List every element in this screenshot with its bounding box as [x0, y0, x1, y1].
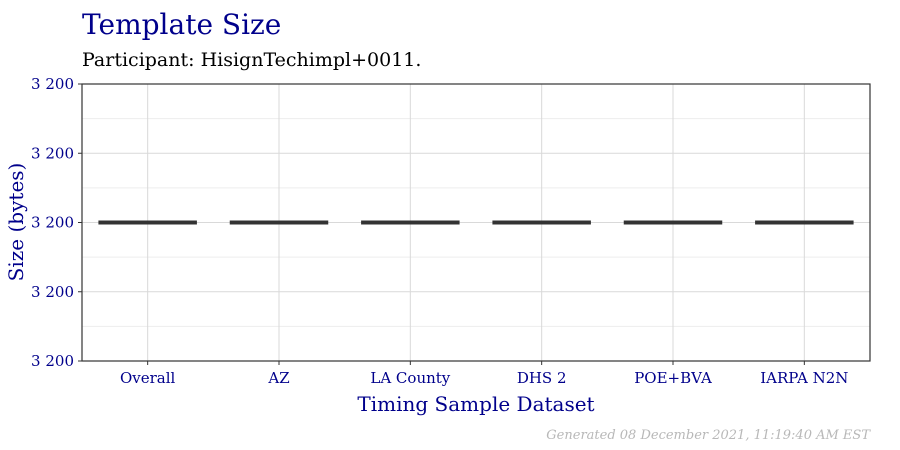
y-tick-label: 3 200 — [31, 75, 74, 93]
x-tick-label: DHS 2 — [517, 369, 567, 387]
x-tick-label: LA County — [370, 369, 450, 387]
x-tick-label: AZ — [267, 369, 289, 387]
chart-subtitle: Participant: HisignTechimpl+0011. — [82, 49, 421, 71]
y-tick-label: 3 200 — [31, 214, 74, 232]
grid — [82, 83, 870, 362]
y-axis-title: Size (bytes) — [4, 163, 28, 282]
x-tick-label: Overall — [120, 369, 176, 387]
x-axis-ticks: Overall AZ LA County DHS 2 POE+BVA IARPA N2N — [120, 361, 848, 387]
y-axis-ticks: 3 200 3 200 3 200 3 200 3 200 — [31, 75, 82, 370]
y-tick-label: 3 200 — [31, 144, 74, 162]
chart-title: Template Size — [82, 8, 281, 41]
x-tick-label: POE+BVA — [634, 369, 712, 387]
y-tick-label: 3 200 — [31, 283, 74, 301]
generated-caption: Generated 08 December 2021, 11:19:40 AM … — [546, 428, 871, 443]
y-tick-label: 3 200 — [31, 352, 74, 370]
x-tick-label: IARPA N2N — [760, 369, 848, 387]
x-axis-title: Timing Sample Dataset — [357, 392, 594, 416]
